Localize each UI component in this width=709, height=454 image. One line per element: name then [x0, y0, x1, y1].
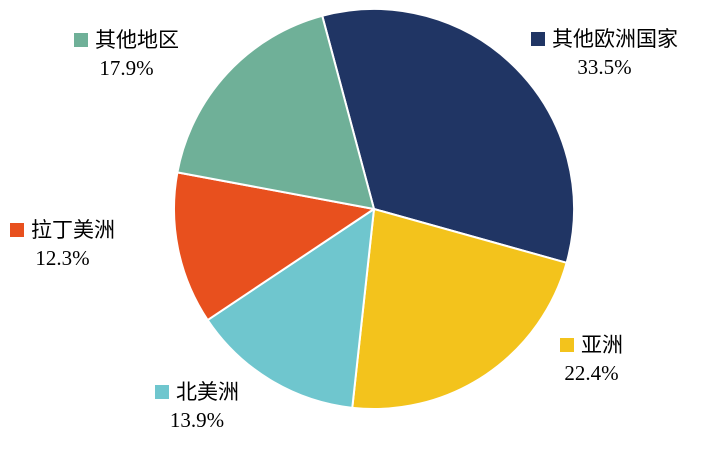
legend-swatch-asia [560, 338, 574, 352]
legend-asia: 亚洲 22.4% [560, 331, 623, 387]
legend-value-asia: 22.4% [564, 361, 619, 385]
legend-label-other-regions: 其他地区 [95, 28, 179, 52]
legend-label-other-european-countries: 其他欧洲国家 [552, 27, 678, 51]
legend-row: 拉丁美洲 [10, 216, 115, 244]
legend-label-latin-america: 拉丁美洲 [31, 218, 115, 242]
legend-value-other-european-countries: 33.5% [577, 55, 632, 79]
legend-label-north-america: 北美洲 [176, 380, 239, 404]
legend-other-european-countries: 其他欧洲国家 33.5% [531, 25, 678, 81]
legend-row: 亚洲 [560, 331, 623, 359]
legend-swatch-other-regions [74, 33, 88, 47]
legend-value-north-america: 13.9% [169, 408, 225, 432]
legend-label-asia: 亚洲 [581, 333, 623, 357]
legend-row: 其他欧洲国家 [531, 25, 678, 53]
legend-latin-america: 拉丁美洲 12.3% [10, 216, 115, 272]
legend-swatch-other-european-countries [531, 32, 545, 46]
legend-value-other-regions: 17.9% [99, 56, 154, 80]
legend-north-america: 北美洲 13.9% [155, 378, 239, 434]
legend-row: 其他地区 [74, 26, 179, 54]
pie-slice-other-regions [176, 14, 375, 210]
pie-slice-latin-america [173, 171, 375, 322]
legend-swatch-latin-america [10, 223, 24, 237]
pie-slice-other-european-countries [321, 8, 575, 264]
legend-swatch-north-america [155, 385, 169, 399]
pie-slice-asia [351, 208, 568, 410]
pie-slice-north-america [206, 208, 375, 409]
legend-other-regions: 其他地区 17.9% [74, 26, 179, 82]
legend-value-latin-america: 12.3% [35, 246, 90, 270]
legend-row: 北美洲 [155, 378, 239, 406]
